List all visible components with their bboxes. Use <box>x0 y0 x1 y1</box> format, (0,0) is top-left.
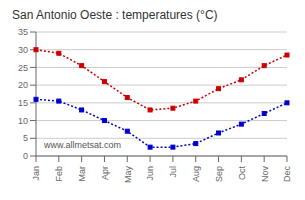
svg-text:10: 10 <box>18 116 28 126</box>
svg-text:30: 30 <box>18 45 28 55</box>
svg-text:Mar: Mar <box>77 166 87 182</box>
svg-text:Jul: Jul <box>168 166 178 178</box>
html-text:San Antonio Oeste : temperatur: San Antonio Oeste : temperatures (°C) <box>12 8 218 22</box>
svg-text:Apr: Apr <box>100 166 110 180</box>
svg-text:Dec: Dec <box>282 166 292 183</box>
svg-text:Jan: Jan <box>31 166 41 181</box>
svg-text:Feb: Feb <box>54 166 64 182</box>
svg-text:15: 15 <box>18 98 28 108</box>
svg-text:5: 5 <box>23 133 28 143</box>
svg-text:0: 0 <box>23 151 28 161</box>
svg-text:35: 35 <box>18 27 28 37</box>
html-text:www.allmetsat.com: www.allmetsat.com <box>44 140 121 150</box>
svg-text:20: 20 <box>18 80 28 90</box>
svg-text:Sep: Sep <box>214 166 224 182</box>
svg-text:May: May <box>123 166 133 184</box>
svg-text:Jun: Jun <box>145 166 155 181</box>
svg-text:25: 25 <box>18 63 28 73</box>
svg-text:Oct: Oct <box>237 166 247 181</box>
svg-text:Aug: Aug <box>191 166 201 182</box>
svg-text:Nov: Nov <box>260 166 270 183</box>
